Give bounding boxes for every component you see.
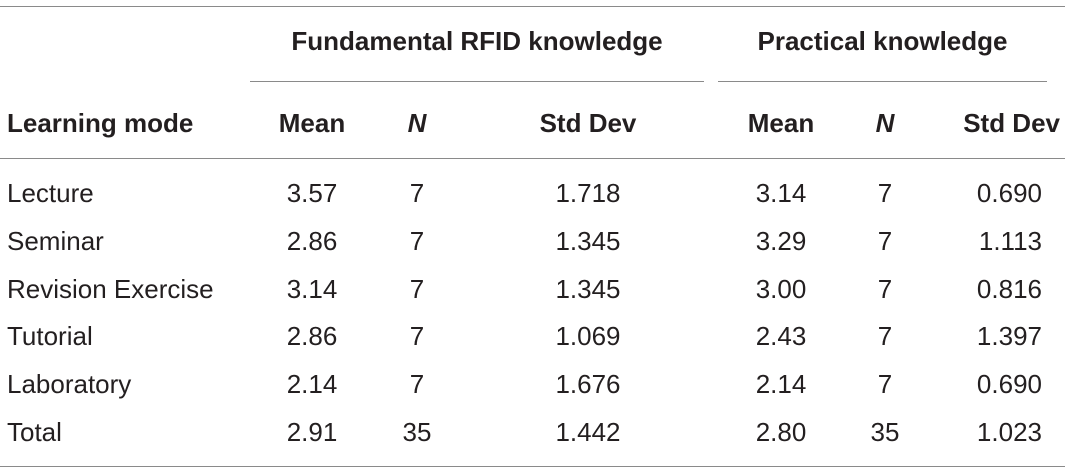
cell-a-mean: 2.86 <box>286 321 338 351</box>
table-top-rule <box>0 6 1065 7</box>
column-header-b-mean: Mean <box>747 108 815 138</box>
group-a-underline <box>250 81 704 82</box>
cell-a-mean: 2.91 <box>286 417 338 447</box>
cell-b-n: 7 <box>877 178 893 208</box>
cell-b-mean: 2.14 <box>755 369 807 399</box>
cell-a-n: 7 <box>409 178 425 208</box>
cell-a-mean: 2.14 <box>286 369 338 399</box>
cell-b-mean: 3.00 <box>755 274 807 304</box>
cell-b-n: 7 <box>877 274 893 304</box>
cell-b-mean: 2.80 <box>755 417 807 447</box>
cell-a-n: 7 <box>409 369 425 399</box>
cell-a-std-dev: 1.676 <box>555 369 621 399</box>
cell-b-mean: 2.43 <box>755 321 807 351</box>
group-b-underline <box>718 81 1047 82</box>
column-header-b-std-dev: Std Dev <box>963 108 1060 138</box>
column-header-a-n: N <box>407 108 427 138</box>
cell-a-n: 7 <box>409 321 425 351</box>
cell-a-n: 7 <box>409 274 425 304</box>
group-header-fundamental: Fundamental RFID knowledge <box>291 26 663 56</box>
cell-b-n: 35 <box>870 417 900 447</box>
cell-a-std-dev: 1.718 <box>555 178 621 208</box>
cell-a-std-dev: 1.069 <box>555 321 621 351</box>
cell-a-mean: 2.86 <box>286 226 338 256</box>
group-header-practical: Practical knowledge <box>757 26 1008 56</box>
header-bottom-rule <box>0 158 1065 159</box>
row-label: Seminar <box>7 226 104 256</box>
cell-b-std-dev: 0.816 <box>976 274 1042 304</box>
table-bottom-rule <box>0 466 1065 467</box>
cell-b-std-dev: 0.690 <box>976 178 1042 208</box>
row-label: Laboratory <box>7 369 132 399</box>
cell-a-n: 35 <box>402 417 432 447</box>
row-label: Total <box>7 417 62 447</box>
cell-a-mean: 3.57 <box>286 178 338 208</box>
row-label: Revision Exercise <box>7 274 214 304</box>
row-label: Tutorial <box>7 321 93 351</box>
cell-b-mean: 3.29 <box>755 226 807 256</box>
cell-b-std-dev: 0.690 <box>976 369 1042 399</box>
cell-b-std-dev: 1.023 <box>976 417 1042 447</box>
column-header-b-n: N <box>875 108 895 138</box>
column-header-a-mean: Mean <box>278 108 346 138</box>
cell-a-n: 7 <box>409 226 425 256</box>
cell-b-std-dev: 1.113 <box>978 226 1042 256</box>
row-label: Lecture <box>7 178 94 208</box>
cell-b-n: 7 <box>877 226 893 256</box>
cell-a-mean: 3.14 <box>286 274 338 304</box>
column-header-learning-mode: Learning mode <box>7 108 194 138</box>
cell-b-std-dev: 1.397 <box>976 321 1042 351</box>
cell-b-n: 7 <box>877 321 893 351</box>
cell-a-std-dev: 1.345 <box>555 226 621 256</box>
cell-a-std-dev: 1.345 <box>555 274 621 304</box>
column-header-a-std-dev: Std Dev <box>539 108 637 138</box>
cell-a-std-dev: 1.442 <box>555 417 621 447</box>
cell-b-n: 7 <box>877 369 893 399</box>
cell-b-mean: 3.14 <box>755 178 807 208</box>
